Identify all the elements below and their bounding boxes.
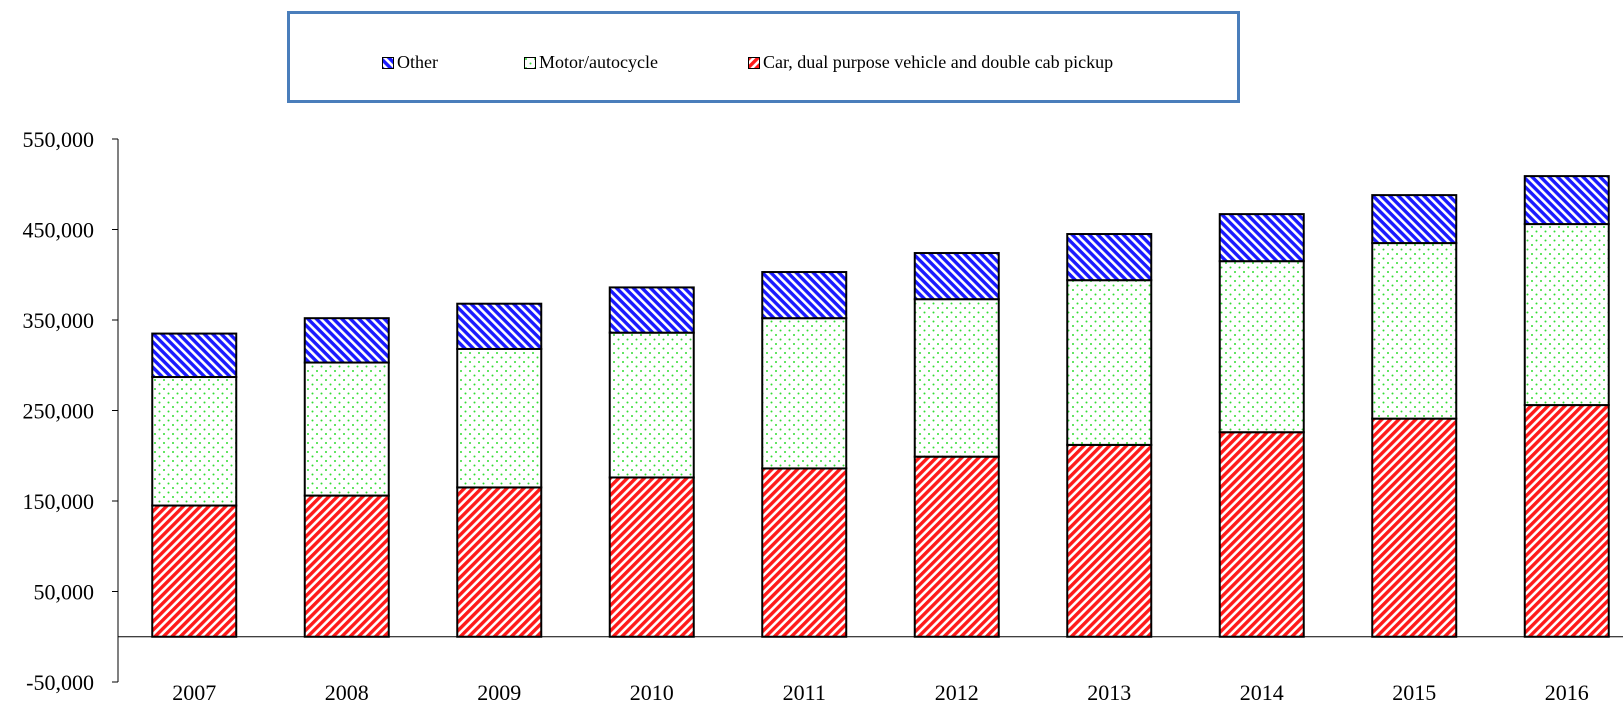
bar-segment-motor	[1218, 260, 1305, 434]
y-tick-label: 550,000	[23, 127, 95, 152]
legend-swatch-car	[748, 56, 760, 69]
bar-segment-car	[456, 486, 543, 638]
y-tick-label: -50,000	[26, 670, 94, 695]
bar-segment-car	[761, 467, 848, 638]
bar-segment-motor	[761, 317, 848, 470]
bar-segment-motor	[1371, 242, 1458, 420]
legend-label-car: Car, dual purpose vehicle and double cab…	[763, 52, 1114, 72]
x-tick-label: 2012	[935, 680, 979, 705]
x-tick-label: 2010	[630, 680, 674, 705]
legend-swatch-other	[382, 56, 394, 69]
bar-segment-other	[1218, 213, 1305, 263]
legend-label-other: Other	[397, 52, 438, 72]
y-tick-label: 250,000	[23, 399, 95, 424]
y-tick-label: 50,000	[34, 580, 95, 605]
bar-segment-other	[608, 286, 695, 334]
legend-item-car: Car, dual purpose vehicle and double cab…	[748, 52, 1113, 73]
x-tick-label: 2007	[172, 680, 216, 705]
y-tick-label: 150,000	[23, 489, 95, 514]
bar-segment-car	[913, 455, 1000, 638]
bar-segment-motor	[1523, 223, 1610, 407]
bar-segment-car	[1523, 404, 1610, 638]
legend-swatch-motor	[524, 56, 536, 69]
x-tick-label: 2011	[783, 680, 826, 705]
x-tick-label: 2013	[1087, 680, 1131, 705]
legend: Other Motor/autocycle Car, dual purpose …	[287, 11, 1240, 103]
x-tick-label: 2014	[1240, 680, 1284, 705]
bar-segment-other	[1066, 233, 1153, 282]
x-tick-label: 2015	[1392, 680, 1436, 705]
bar-segment-other	[303, 317, 390, 364]
bar-segment-car	[1218, 431, 1305, 638]
x-tick-label: 2008	[325, 680, 369, 705]
bar-segment-car	[1371, 417, 1458, 638]
y-tick-label: 450,000	[23, 218, 95, 243]
x-tick-label: 2009	[477, 680, 521, 705]
bar-segment-other	[1371, 194, 1458, 245]
bar-segment-motor	[303, 361, 390, 497]
x-tick-label: 2016	[1545, 680, 1589, 705]
bar-segment-other	[151, 332, 238, 379]
bar-segment-car	[303, 494, 390, 638]
legend-item-motor: Motor/autocycle	[524, 52, 658, 73]
legend-item-other: Other	[382, 52, 438, 73]
bar-segment-other	[913, 252, 1000, 301]
bar-segment-motor	[913, 298, 1000, 458]
bar-segment-other	[1523, 175, 1610, 226]
bar-segment-car	[608, 476, 695, 638]
bar-segment-motor	[608, 331, 695, 479]
bar-segment-other	[456, 302, 543, 350]
bar-segment-car	[1066, 443, 1153, 638]
bar-segment-other	[761, 271, 848, 320]
legend-label-motor: Motor/autocycle	[539, 52, 658, 72]
bar-segment-car	[151, 504, 238, 638]
bar-segment-motor	[1066, 279, 1153, 446]
y-tick-label: 350,000	[23, 308, 95, 333]
bar-segment-motor	[456, 347, 543, 489]
bar-segment-motor	[151, 376, 238, 507]
